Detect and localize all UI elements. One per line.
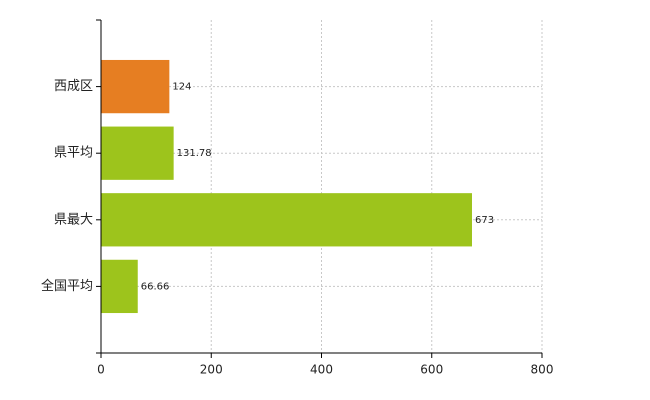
value-label: 124 [172, 82, 191, 93]
bar [101, 259, 138, 314]
x-tick-label: 200 [200, 363, 223, 377]
x-tick-label: 400 [310, 363, 333, 377]
x-tick-label: 0 [97, 363, 105, 377]
value-label: 66.66 [141, 281, 170, 292]
y-tick-label: 県最大 [54, 212, 93, 227]
bar [101, 193, 472, 247]
y-tick-label: 西成区 [54, 79, 93, 94]
x-tick-label: 800 [531, 363, 554, 377]
x-tick-label: 600 [420, 363, 443, 377]
bar [101, 126, 174, 180]
value-label: 673 [475, 215, 494, 226]
bar [101, 59, 170, 114]
value-label: 131.78 [177, 148, 212, 159]
y-tick-label: 県平均 [54, 146, 93, 161]
y-tick-label: 全国平均 [41, 278, 93, 294]
